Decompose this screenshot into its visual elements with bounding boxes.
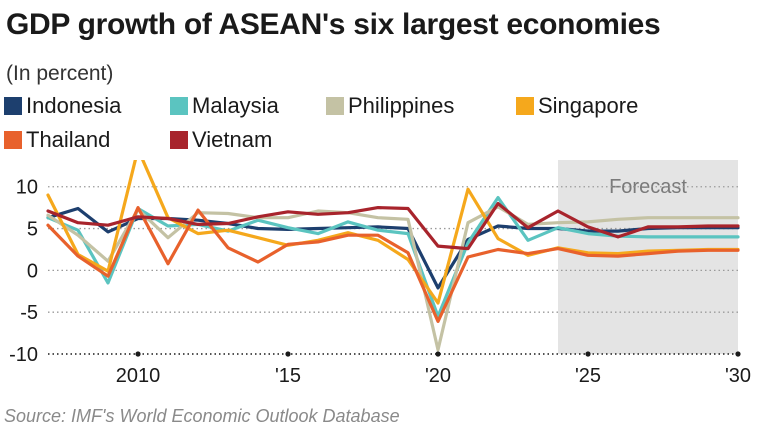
legend-label-thailand: Thailand <box>26 127 111 152</box>
y-tick-label--5: -5 <box>20 302 38 324</box>
forecast-label: Forecast <box>609 176 687 198</box>
y-tick-label-10: 10 <box>16 177 38 199</box>
x-tick-mark-2015 <box>285 351 291 357</box>
y-tick-label--10: -10 <box>9 344 38 366</box>
x-tick-mark-2020 <box>435 351 441 357</box>
chart-subtitle: (In percent) <box>6 62 114 85</box>
legend-label-vietnam: Vietnam <box>192 127 273 152</box>
series-line-singapore <box>46 160 740 305</box>
x-tick-label-2030: '30 <box>725 365 751 387</box>
x-tick-label-2010: 2010 <box>116 365 161 387</box>
legend-swatch-singapore <box>516 97 534 115</box>
legend-swatch-indonesia <box>4 97 22 115</box>
legend-item-malaysia: Malaysia <box>170 93 279 119</box>
x-tick-mark-2025 <box>585 351 591 357</box>
chart-title: GDP growth of ASEAN's six largest econom… <box>6 8 661 41</box>
series-line-philippines <box>46 205 740 352</box>
forecast-region <box>558 160 738 354</box>
legend-label-indonesia: Indonesia <box>26 93 122 118</box>
legend: Indonesia Malaysia Philippines Singapore… <box>4 93 704 157</box>
x-tick-mark-2010 <box>135 351 141 357</box>
x-tick-label-2025: '25 <box>575 365 601 387</box>
legend-swatch-malaysia <box>170 97 188 115</box>
legend-item-indonesia: Indonesia <box>4 93 121 119</box>
series-line-thailand <box>46 205 740 323</box>
legend-item-philippines: Philippines <box>326 93 454 119</box>
legend-swatch-vietnam <box>170 131 188 149</box>
legend-label-malaysia: Malaysia <box>192 93 279 118</box>
y-tick-label-5: 5 <box>27 219 38 241</box>
legend-label-philippines: Philippines <box>348 93 455 118</box>
legend-swatch-philippines <box>326 97 344 115</box>
line-chart: Forecast -10 -5 0 5 10 2010 '15 '20 '25 '30 <box>9 160 751 387</box>
series-line-vietnam <box>46 201 740 251</box>
source-note: Source: IMF's World Economic Outlook Dat… <box>4 406 400 426</box>
x-tick-label-2015: '15 <box>275 365 301 387</box>
x-tick-label-2020: '20 <box>425 365 451 387</box>
legend-label-singapore: Singapore <box>538 93 639 118</box>
x-tick-mark-2030 <box>735 351 741 357</box>
legend-item-singapore: Singapore <box>516 93 638 119</box>
legend-item-vietnam: Vietnam <box>170 127 272 153</box>
legend-item-thailand: Thailand <box>4 127 110 153</box>
legend-swatch-thailand <box>4 131 22 149</box>
y-tick-label-0: 0 <box>27 260 38 282</box>
